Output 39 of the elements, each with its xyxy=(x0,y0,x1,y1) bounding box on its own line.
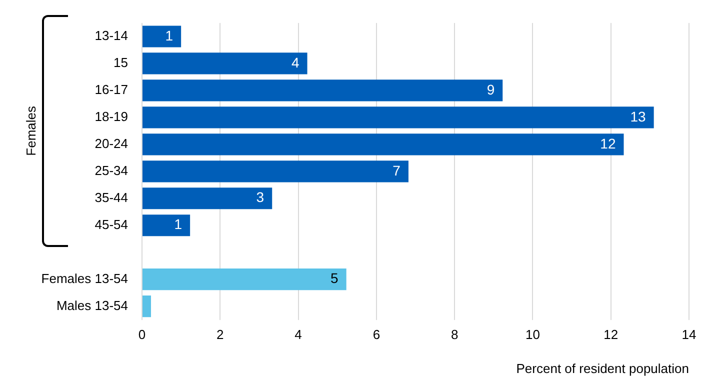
bar xyxy=(142,26,182,48)
data-label: 7 xyxy=(392,162,401,178)
bar xyxy=(142,106,654,128)
bar xyxy=(142,52,308,74)
y-tick-label: 15 xyxy=(114,55,128,70)
y-tick-label: Males 13-54 xyxy=(56,298,128,313)
bar xyxy=(142,296,151,318)
bar xyxy=(142,268,346,290)
x-tick-label: 4 xyxy=(294,327,302,342)
bar xyxy=(142,80,503,102)
y-tick-label: 35-44 xyxy=(94,190,128,205)
x-tick-label: 8 xyxy=(450,327,458,342)
x-axis-title: Percent of resident population xyxy=(516,360,689,376)
x-tick-label: 6 xyxy=(372,327,380,342)
x-tick-label: 14 xyxy=(682,327,696,342)
data-label: 9 xyxy=(486,81,495,98)
x-tick-label: 12 xyxy=(604,327,618,342)
data-label: 12 xyxy=(600,135,616,152)
data-label: 4 xyxy=(291,54,300,70)
y-tick-label: 45-54 xyxy=(94,216,128,232)
x-tick-label: 0 xyxy=(138,327,146,342)
bar xyxy=(142,134,624,156)
y-tick-label: 16-17 xyxy=(94,82,128,98)
y-tick-label: 20-24 xyxy=(94,136,128,151)
x-tick-label: 2 xyxy=(216,327,224,342)
data-label: 3 xyxy=(256,189,264,206)
y-tick-label: 13-14 xyxy=(94,28,128,44)
data-label: 1 xyxy=(174,216,182,232)
x-tick-label: 10 xyxy=(525,327,540,342)
data-label: 5 xyxy=(330,270,339,286)
data-label: 1 xyxy=(165,27,174,44)
text: Females xyxy=(24,106,39,156)
y-tick-label: 18-19 xyxy=(94,109,128,124)
y-tick-label: Females 13-54 xyxy=(41,270,128,286)
bar xyxy=(142,188,272,210)
y-tick-label: 25-34 xyxy=(94,162,128,178)
bar xyxy=(142,214,190,236)
data-label: 13 xyxy=(630,108,646,124)
bar xyxy=(142,160,408,182)
